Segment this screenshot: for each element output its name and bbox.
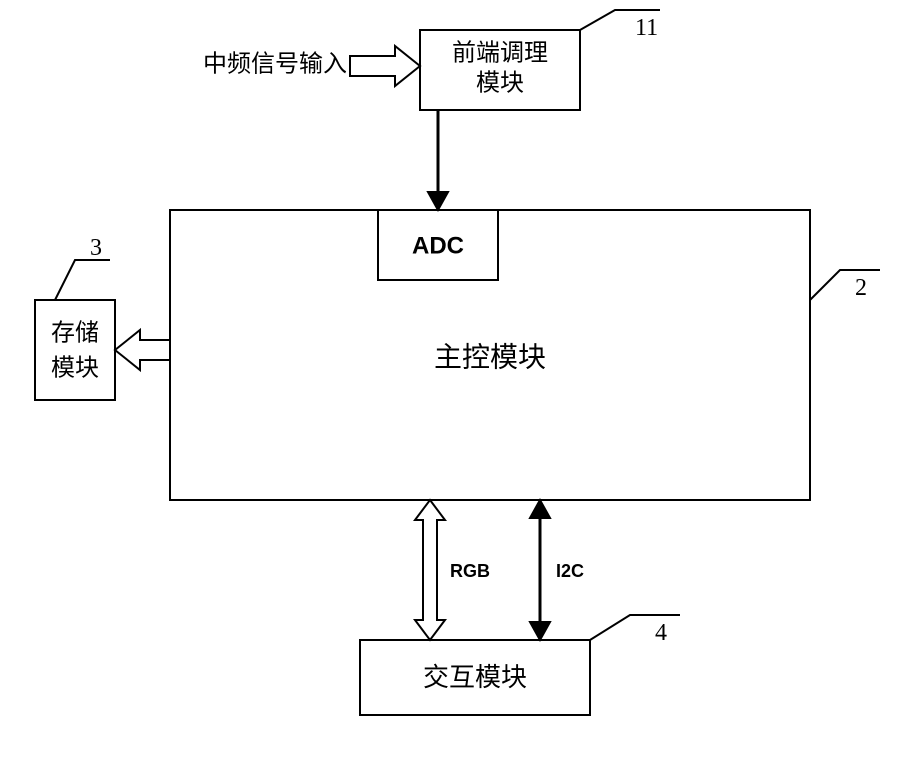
frontend-label-1: 前端调理	[452, 40, 548, 67]
ref-11: 11	[635, 15, 658, 41]
arrow-i2c-head-up	[530, 500, 550, 518]
leader-3	[55, 260, 110, 300]
interact-label: 交互模块	[423, 663, 527, 692]
arrow-main-to-storage	[115, 330, 170, 370]
storage-label-1: 存储	[51, 320, 99, 347]
adc-label: ADC	[412, 232, 464, 259]
frontend-label-2: 模块	[476, 70, 524, 97]
main-module-label: 主控模块	[434, 341, 546, 373]
ref-2: 2	[855, 275, 867, 301]
input-label: 中频信号输入	[203, 51, 347, 78]
arrow-frontend-to-adc-head	[428, 192, 448, 210]
i2c-label: I2C	[556, 561, 584, 581]
arrow-rgb-double	[415, 500, 445, 640]
arrow-i2c-head-down	[530, 622, 550, 640]
rgb-label: RGB	[450, 561, 490, 581]
storage-label-2: 模块	[51, 355, 99, 382]
storage-box	[35, 300, 115, 400]
leader-2	[810, 270, 880, 300]
ref-4: 4	[655, 620, 667, 646]
arrow-input-to-frontend	[350, 46, 420, 86]
ref-3: 3	[90, 235, 102, 261]
